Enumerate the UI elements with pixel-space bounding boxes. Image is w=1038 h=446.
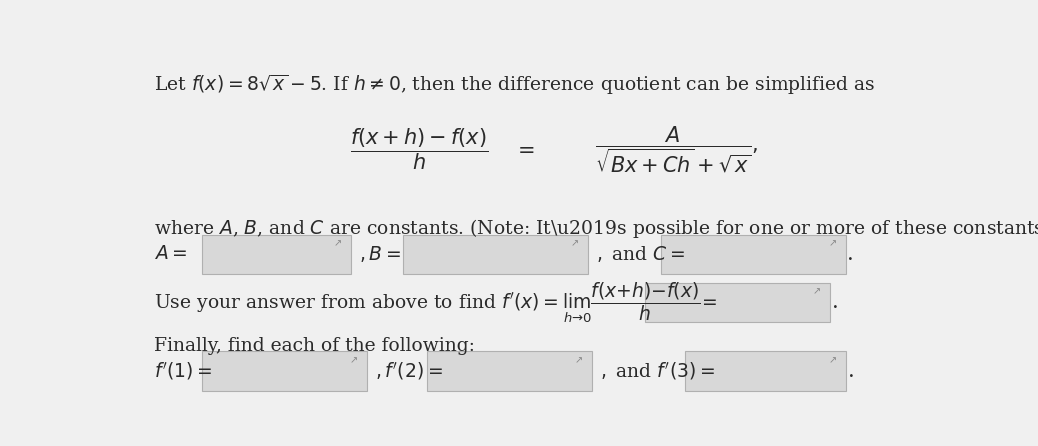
Text: $\dfrac{f(x+h)-f(x)}{h}$: $\dfrac{f(x+h)-f(x)}{h}$ <box>350 127 489 173</box>
FancyBboxPatch shape <box>428 351 593 391</box>
Text: $\nearrow$: $\nearrow$ <box>348 355 359 365</box>
FancyBboxPatch shape <box>403 235 589 274</box>
Text: $\dfrac{A}{\sqrt{Bx+Ch}+\sqrt{x}},$: $\dfrac{A}{\sqrt{Bx+Ch}+\sqrt{x}},$ <box>595 124 759 175</box>
Text: $f'(1)=$: $f'(1)=$ <box>154 360 212 382</box>
Text: $=$: $=$ <box>513 140 535 159</box>
Text: Let $f(x) = 8\sqrt{x} - 5$. If $h \neq 0$, then the difference quotient can be s: Let $f(x) = 8\sqrt{x} - 5$. If $h \neq 0… <box>154 72 875 96</box>
Text: $A=$: $A=$ <box>154 245 187 264</box>
FancyBboxPatch shape <box>685 351 846 391</box>
Text: $\nearrow$: $\nearrow$ <box>811 286 822 296</box>
Text: $,$ and $C=$: $,$ and $C=$ <box>596 244 686 264</box>
Text: $\nearrow$: $\nearrow$ <box>827 355 838 365</box>
Text: .: . <box>847 244 854 265</box>
FancyBboxPatch shape <box>202 351 367 391</box>
Text: $,$ and $f'(3)=$: $,$ and $f'(3)=$ <box>600 360 715 382</box>
FancyBboxPatch shape <box>660 235 846 274</box>
Text: $\nearrow$: $\nearrow$ <box>332 238 343 248</box>
FancyBboxPatch shape <box>645 283 829 322</box>
Text: .: . <box>832 292 839 314</box>
Text: Finally, find each of the following:: Finally, find each of the following: <box>154 337 474 355</box>
Text: $, f'(2)=$: $, f'(2)=$ <box>375 360 443 382</box>
Text: .: . <box>848 360 855 382</box>
Text: $\nearrow$: $\nearrow$ <box>573 355 584 365</box>
Text: Use your answer from above to find $f'(x) = \lim_{h\to 0}\dfrac{f(x+h)-f(x)}{h}=: Use your answer from above to find $f'(x… <box>154 281 716 325</box>
Text: where $A$, $B$, and $C$ are constants. (Note: It\u2019s possible for one or more: where $A$, $B$, and $C$ are constants. (… <box>154 217 1038 240</box>
Text: $, B=$: $, B=$ <box>359 244 401 264</box>
Text: $\nearrow$: $\nearrow$ <box>570 238 580 248</box>
FancyBboxPatch shape <box>202 235 351 274</box>
Text: $\nearrow$: $\nearrow$ <box>827 238 838 248</box>
